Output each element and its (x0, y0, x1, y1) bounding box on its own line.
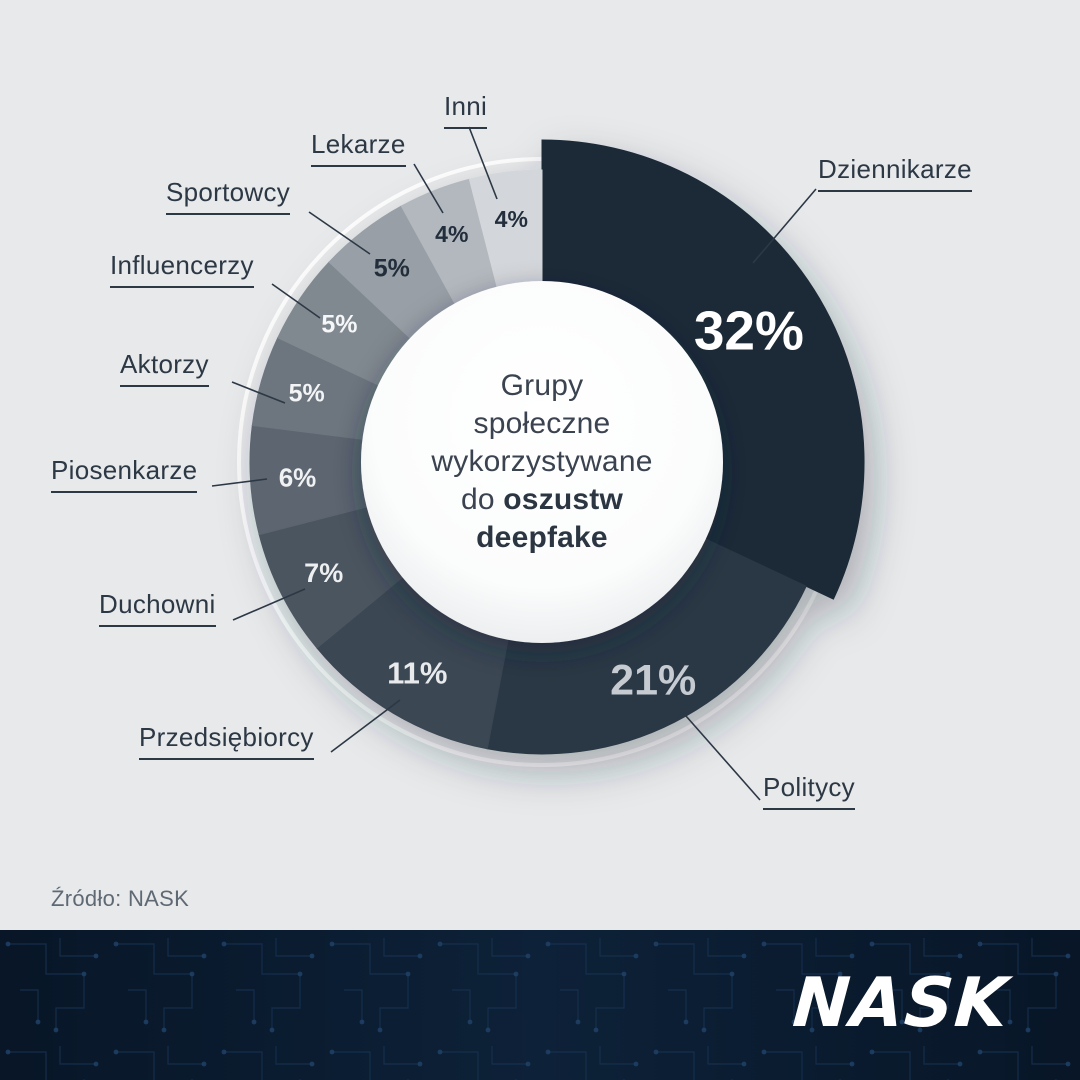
leader-line-sportowcy (308, 211, 371, 255)
circuit-pattern (0, 930, 1080, 1080)
leader-line-aktorzy (231, 381, 286, 404)
leader-line-piosenkarze (211, 478, 268, 487)
percent-label-aktorzy: 5% (289, 380, 325, 408)
leader-line-politycy (685, 715, 761, 801)
center-circle (361, 281, 723, 643)
category-label-duchowni: Duchowni (99, 589, 216, 627)
percent-label-przedsiebiorcy: 11% (387, 655, 447, 690)
nask-logo: NASK (790, 964, 1011, 1043)
leader-line-przedsiebiorcy (330, 699, 401, 753)
leader-line-influencerzy (271, 283, 321, 319)
category-label-aktorzy: Aktorzy (120, 349, 209, 387)
leader-line-lekarze (413, 163, 444, 214)
percent-label-piosenkarze: 6% (279, 462, 317, 492)
category-label-piosenkarze: Piosenkarze (51, 455, 198, 493)
percent-label-duchowni: 7% (304, 558, 343, 588)
percent-label-politycy: 21% (610, 656, 696, 704)
leader-line-dziennikarze (752, 188, 817, 264)
percent-label-lekarze: 4% (435, 221, 468, 247)
leader-line-duchowni (232, 588, 306, 621)
category-label-influencerzy: Influencerzy (110, 250, 254, 288)
percent-label-dziennikarze: 32% (694, 300, 804, 362)
leader-lines (211, 126, 817, 801)
category-label-inni: Inni (444, 91, 488, 129)
leader-line-inni (468, 126, 498, 200)
percent-label-sportowcy: 5% (374, 254, 410, 282)
category-label-lekarze: Lekarze (311, 129, 406, 167)
footer-bar: NASK (0, 930, 1080, 1080)
percent-label-influencerzy: 5% (321, 310, 357, 338)
percent-label-inni: 4% (495, 206, 528, 232)
source-note: Źródło: NASK (51, 886, 190, 911)
percent-labels: 32% 21% 11% 7% 6% 5% 5% 5% 4% 4% (279, 206, 804, 704)
category-label-dziennikarze: Dziennikarze (818, 154, 972, 192)
category-label-przedsiebiorcy: Przedsiębiorcy (139, 722, 314, 760)
category-label-sportowcy: Sportowcy (166, 177, 291, 215)
category-label-politycy: Politycy (763, 772, 855, 810)
